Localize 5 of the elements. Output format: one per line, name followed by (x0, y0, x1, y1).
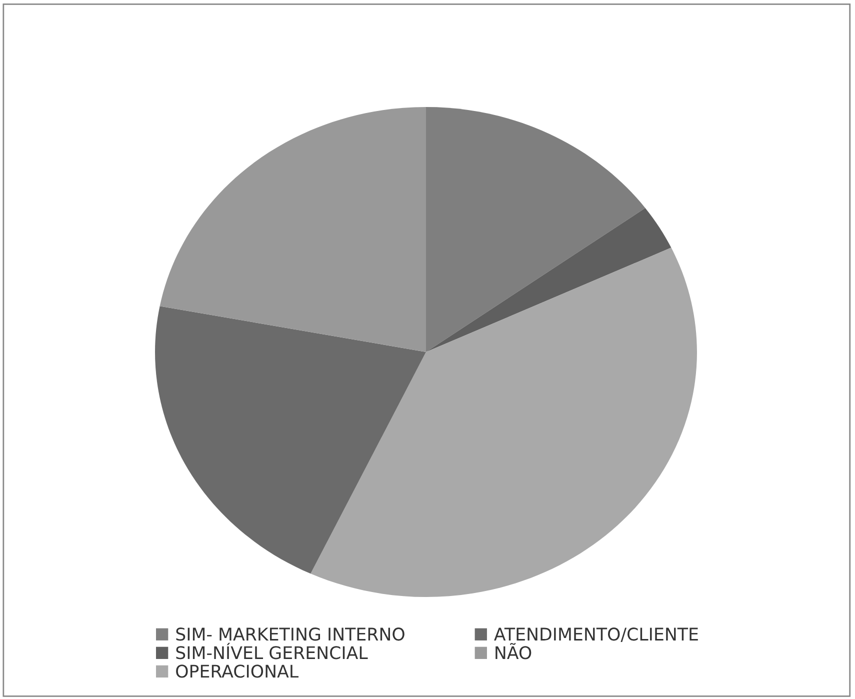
legend-label: OPERACIONAL (176, 664, 298, 678)
legend-label: ATENDIMENTO/CLIENTE (494, 628, 698, 642)
legend-label: SIM- MARKETING INTERNO (176, 628, 404, 641)
legend-label: SIM-NÍVEL GERENCIAL (176, 642, 368, 660)
legend-label: NÃO (496, 643, 532, 660)
